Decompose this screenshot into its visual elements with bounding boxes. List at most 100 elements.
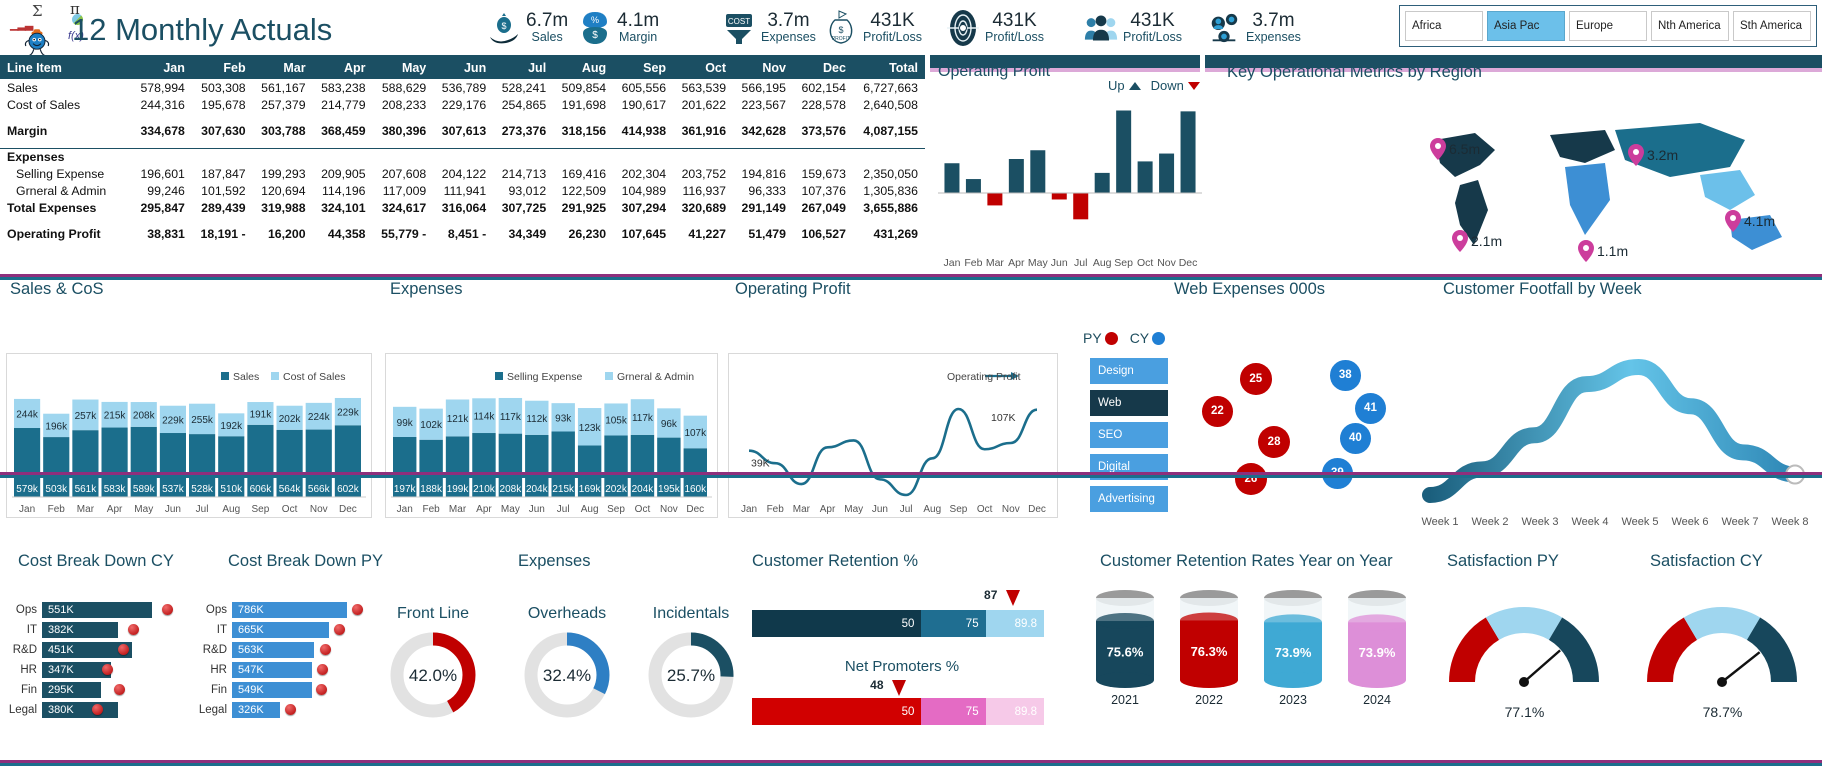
waterfall-bar[interactable]	[1180, 111, 1196, 193]
cost-bar[interactable]: 665K	[232, 621, 330, 638]
cylinder[interactable]: 76.3% 2022	[1174, 588, 1244, 707]
cost-bar[interactable]: 551K	[42, 601, 153, 618]
bar-segment[interactable]	[445, 399, 470, 437]
cost-bar[interactable]: 786K	[232, 601, 348, 618]
cost-breakdown-py[interactable]: Ops 786K IT 665K R&D 563K HR 547K Fin 549K Legal 32…	[196, 600, 386, 720]
map-marker[interactable]: 1.1m	[1578, 240, 1628, 262]
donut-arc[interactable]	[648, 632, 734, 718]
bubble-py[interactable]: 26	[1235, 463, 1267, 495]
promoters-bar[interactable]: 50 75 89.8	[752, 698, 1044, 725]
bar-segment[interactable]	[498, 433, 523, 497]
bullet-segment[interactable]: 50	[752, 698, 922, 725]
cost-bar[interactable]: 563K	[232, 641, 315, 658]
bar-segment[interactable]	[305, 429, 332, 497]
bubble-py[interactable]: 28	[1258, 426, 1291, 459]
map-marker[interactable]: 3.2m	[1628, 144, 1678, 166]
bar-segment[interactable]	[577, 445, 602, 497]
satisfaction-py-gauge[interactable]: 77.1%	[1432, 590, 1617, 720]
bar-segment[interactable]	[525, 434, 549, 497]
cost-bar[interactable]: 347K	[42, 661, 112, 678]
customer-footfall-chart[interactable]	[1415, 352, 1815, 507]
bar-segment[interactable]	[334, 397, 361, 426]
customer-retention-bullet[interactable]: 87 50 75 89.8	[752, 588, 1052, 637]
cylinder[interactable]: 73.9% 2023	[1258, 588, 1328, 707]
operating-profit-line-chart[interactable]: Operating Profit 39K 107K Jan Feb Mar Apr May Ju…	[728, 353, 1058, 518]
net-promoters-bullet[interactable]: Net Promoters % 48 50 75 89.8	[752, 658, 1052, 725]
map-marker[interactable]: 4.1m	[1725, 210, 1775, 232]
bar-segment[interactable]	[218, 436, 245, 497]
footfall-line[interactable]	[1422, 358, 1803, 503]
category-button-design[interactable]: Design	[1090, 358, 1168, 384]
bubble-py[interactable]: 25	[1240, 363, 1272, 395]
map-marker[interactable]: 6.5m	[1430, 138, 1480, 160]
bar-segment[interactable]	[276, 429, 303, 497]
bar-segment[interactable]	[551, 403, 575, 432]
waterfall-bar[interactable]	[944, 163, 960, 193]
bar-segment[interactable]	[419, 439, 443, 497]
bar-segment[interactable]	[72, 399, 99, 431]
cost-bar[interactable]: 451K	[42, 641, 133, 658]
bar-segment[interactable]	[657, 437, 681, 497]
waterfall-bar[interactable]	[1073, 193, 1089, 220]
bubble-py[interactable]: 22	[1202, 396, 1233, 427]
front-line-donut[interactable]: Front Line 42.0%	[378, 605, 488, 732]
bar-segment[interactable]	[604, 435, 628, 497]
waterfall-bar[interactable]	[1137, 161, 1153, 193]
waterfall-bar[interactable]	[1008, 159, 1024, 193]
web-expense-categories[interactable]: Design Web SEO Digital Advertising	[1090, 358, 1168, 518]
bar-segment[interactable]	[577, 408, 602, 446]
bar-segment[interactable]	[101, 401, 128, 428]
world-map[interactable]	[1400, 105, 1810, 270]
bar-segment[interactable]	[334, 425, 361, 497]
bubble-cy[interactable]: 40	[1340, 423, 1371, 454]
waterfall-bar[interactable]	[1159, 153, 1175, 193]
bullet-segment[interactable]: 75	[921, 698, 986, 725]
bullet-segment[interactable]: 89.8	[985, 698, 1044, 725]
region-slicer[interactable]: Africa Asia Pac Europe Nth America Sth A…	[1399, 5, 1817, 47]
bar-segment[interactable]	[130, 426, 157, 497]
cost-bar[interactable]: 382K	[42, 621, 119, 638]
cost-breakdown-cy[interactable]: Ops 551K IT 382K R&D 451K HR 347K Fin 295K Legal 38…	[6, 600, 196, 720]
cost-bar[interactable]: 380K	[42, 701, 118, 718]
retention-bar[interactable]: 50 75 89.8	[752, 610, 1044, 637]
bullet-segment[interactable]: 89.8	[985, 610, 1044, 637]
category-button-seo[interactable]: SEO	[1090, 422, 1168, 448]
cost-bar[interactable]: 549K	[232, 681, 313, 698]
cost-bar[interactable]: 547K	[232, 661, 313, 678]
bar-segment[interactable]	[419, 408, 443, 440]
waterfall-bar[interactable]	[987, 193, 1003, 206]
bar-segment[interactable]	[101, 427, 128, 497]
map-marker[interactable]: 2.1m	[1452, 230, 1502, 252]
bar-segment[interactable]	[630, 399, 655, 435]
slicer-option-nth-america[interactable]: Nth America	[1651, 11, 1729, 41]
donut-arc[interactable]	[390, 632, 476, 718]
bar-segment[interactable]	[393, 436, 417, 497]
bar-segment[interactable]	[218, 413, 245, 437]
bar-segment[interactable]	[305, 402, 332, 430]
category-button-advertising[interactable]: Advertising	[1090, 486, 1168, 512]
slicer-option-europe[interactable]: Europe	[1569, 11, 1647, 41]
bar-segment[interactable]	[472, 433, 496, 497]
bar-segment[interactable]	[657, 408, 681, 438]
bubble-cy[interactable]: 41	[1355, 393, 1386, 424]
bar-segment[interactable]	[247, 402, 274, 425]
profit-line[interactable]	[748, 407, 1038, 497]
waterfall-bar[interactable]	[1051, 193, 1067, 200]
overheads-donut[interactable]: Overheads 32.4%	[512, 605, 622, 732]
sales-cos-chart[interactable]: Cost of Sales Sales 579k 244k Jan 503k 196k Feb…	[6, 353, 372, 518]
cylinder[interactable]: 73.9% 2024	[1342, 588, 1412, 707]
cost-bar[interactable]: 295K	[42, 681, 101, 698]
expenses-chart[interactable]: Grneral & Admin Selling Expense 197k 99k Jan…	[385, 353, 718, 518]
bar-segment[interactable]	[445, 436, 470, 497]
bar-segment[interactable]	[43, 437, 70, 497]
retention-cylinders[interactable]: 75.6% 2021 76.3% 2022 73.9% 2023 73.9% 2024	[1090, 588, 1420, 707]
waterfall-bar[interactable]	[1116, 110, 1132, 194]
incidentals-donut[interactable]: Incidentals 25.7%	[636, 605, 746, 732]
slicer-option-africa[interactable]: Africa	[1405, 11, 1483, 41]
bar-segment[interactable]	[72, 430, 99, 497]
slicer-option-sth-america[interactable]: Sth America	[1733, 11, 1811, 41]
category-button-web[interactable]: Web	[1090, 390, 1168, 416]
slicer-option-asia-pac[interactable]: Asia Pac	[1487, 11, 1565, 41]
bar-segment[interactable]	[159, 433, 186, 497]
bar-segment[interactable]	[472, 398, 496, 434]
